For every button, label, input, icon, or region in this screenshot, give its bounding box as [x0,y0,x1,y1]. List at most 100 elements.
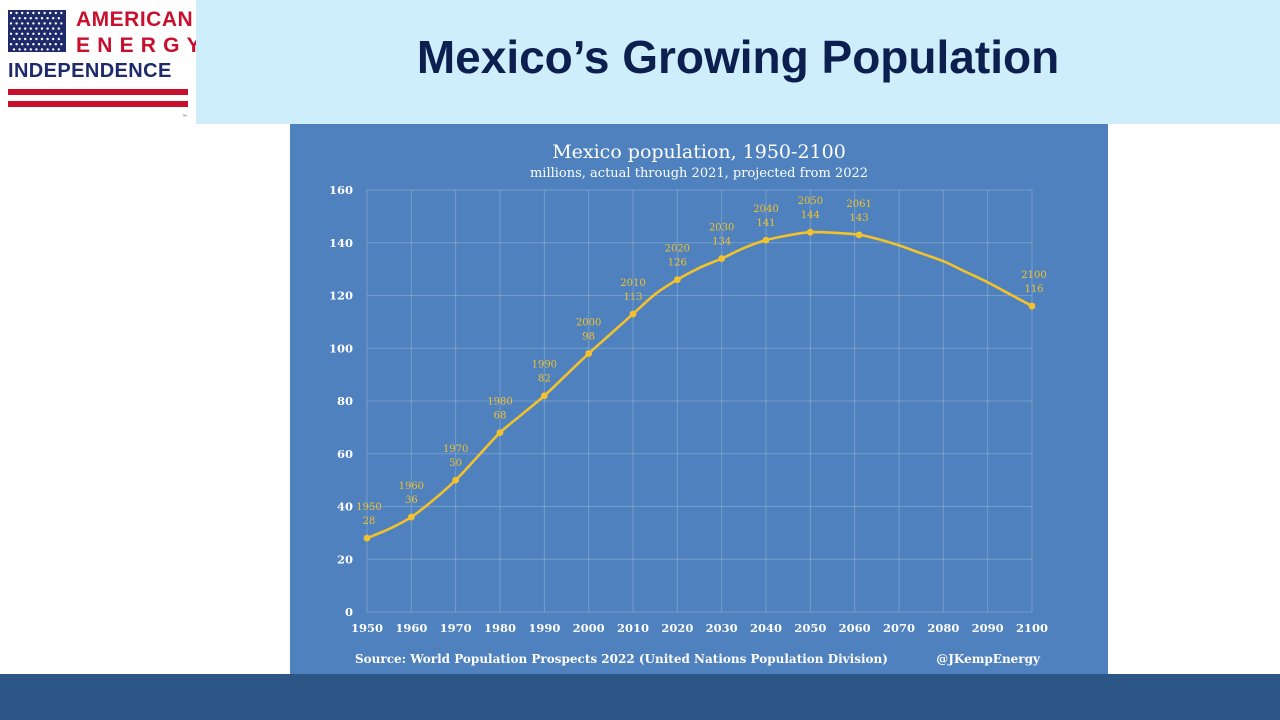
chart-subtitle: millions, actual through 2021, projected… [530,166,868,181]
flag-star [37,22,41,25]
data-label-year: 1970 [443,444,468,455]
flag-star [12,17,16,20]
flag-star [35,48,38,51]
flag-star [54,11,57,15]
y-tick-label: 80 [337,394,353,408]
flag-star [29,48,32,51]
flag-star [32,22,35,25]
population-line-chart: Mexico population, 1950-2100 millions, a… [329,141,1048,666]
flag-star [49,11,52,15]
data-label-value: 134 [712,237,731,248]
data-point [762,236,770,244]
x-tick-label: 2080 [927,621,959,635]
y-tick-label: 60 [337,447,353,461]
page-title: Mexico’s Growing Population [416,31,1060,83]
y-tick-label: 0 [345,605,353,619]
flag-star [60,22,63,25]
flag-star [52,37,55,41]
flag-star [21,22,24,25]
flag-graphic [8,10,66,52]
logo-stripe [8,101,188,107]
data-point [540,392,548,400]
data-point [718,255,726,262]
logo-text-independence: INDEPENDENCE [8,60,172,82]
flag-star [40,17,44,20]
y-tick-label: 140 [329,236,353,250]
flag-star [43,32,46,35]
x-tick-label: 1970 [440,621,472,635]
x-tick-label: 1980 [484,621,516,635]
flag-star [26,32,29,35]
flag-star [21,32,24,35]
flag-star [49,43,52,46]
data-label-year: 1990 [532,360,557,371]
data-label-year: 2020 [665,244,690,255]
x-tick-label: 2010 [617,621,649,635]
data-label-value: 50 [449,458,462,469]
flag-star [29,27,32,30]
flag-star [37,43,41,46]
flag-star [52,17,55,20]
flag-star [46,27,49,30]
data-label-value: 143 [850,213,869,224]
flag-star [32,43,35,46]
flag-star [12,27,16,30]
flag-star [32,11,35,15]
data-point [855,231,863,239]
flag-star [37,32,41,35]
flag-star [21,11,24,15]
logo-text-energy: ENERGY [76,34,208,57]
data-label-value: 98 [582,332,595,343]
data-label-value: 82 [538,374,551,385]
x-tick-label: 2050 [794,621,826,635]
flag-star [52,48,55,51]
flag-star [18,27,21,30]
flag-star [24,37,27,41]
data-point [629,310,637,318]
footer-band [0,674,1280,720]
data-label-year: 1950 [356,502,381,513]
flag-star [26,22,29,25]
logo: AMERICAN ENERGY INDEPENDENCE ™ [0,0,201,124]
data-label-year: 2030 [709,223,734,234]
flag-star [15,43,18,46]
data-label-value: 126 [668,258,687,269]
flag-star [60,11,63,15]
data-label-value: 144 [801,210,820,221]
flag-star [9,32,13,35]
flag-star [57,37,60,41]
y-tick-label: 100 [329,341,353,355]
data-label-value: 36 [405,495,418,506]
us-flag-icon [8,10,66,52]
flag-star [57,27,60,30]
flag-star [43,43,46,46]
chart-data-labels: 1950 28 1960 36 1970 50 1980 68 1990 82 2000 98 2010… [356,196,1046,527]
x-tick-label: 1950 [351,621,383,635]
logo-text-american: AMERICAN [76,8,194,31]
flag-star [43,11,46,15]
flag-star [24,27,27,30]
y-tick-label: 40 [337,500,353,514]
flag-star [40,48,44,51]
chart-panel: Mexico population, 1950-2100 millions, a… [290,124,1108,674]
flag-star [35,27,38,30]
flag-star [40,37,44,41]
data-label-value: 116 [1024,284,1043,295]
data-label-value: 28 [363,516,376,527]
data-label-year: 2050 [798,196,823,207]
chart-grid [366,189,1033,613]
chart-series [366,230,1033,540]
x-tick-label: 2100 [1016,621,1048,635]
data-point [452,476,460,484]
flag-star [54,22,57,25]
x-tick-label: 1990 [528,621,560,635]
y-tick-label: 120 [329,289,353,303]
flag-star [9,43,13,46]
flag-star [49,22,52,25]
data-label-value: 113 [623,292,642,303]
flag-star [18,48,21,51]
flag-star [9,11,13,15]
flag-star [52,27,55,30]
population-series-line [366,230,1033,540]
